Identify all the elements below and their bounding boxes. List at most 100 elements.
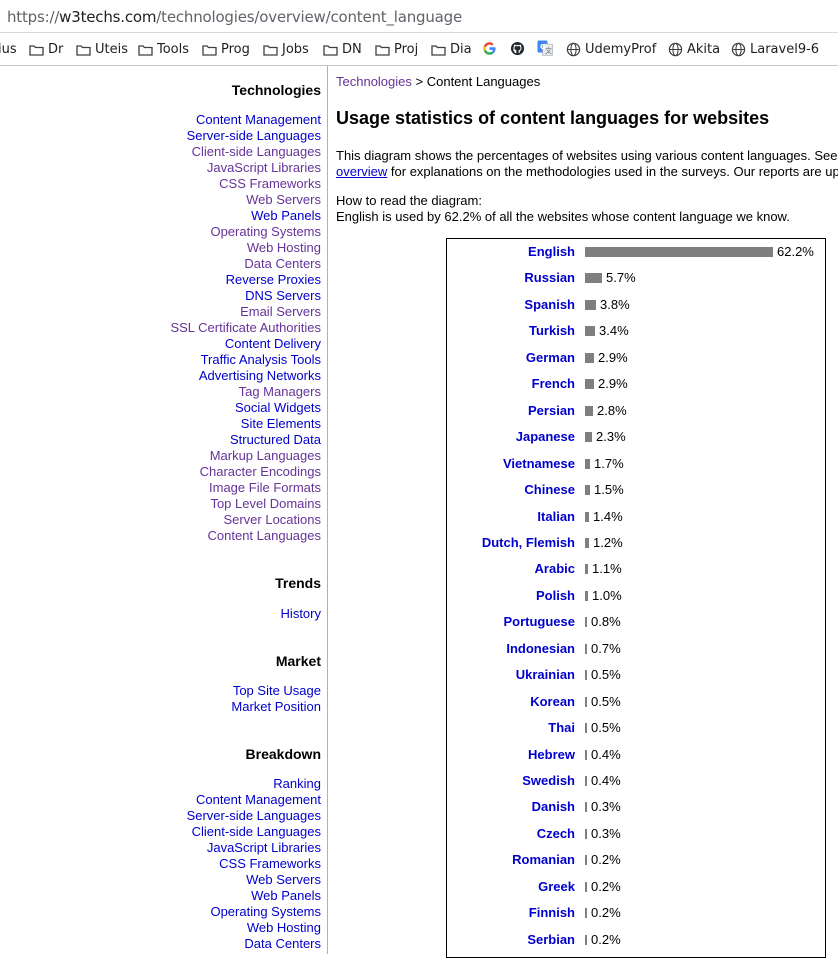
nav-link-web-panels[interactable]: Web Panels (251, 208, 321, 223)
google-translate-icon: G 文 (537, 40, 553, 56)
nav-link-top-level-domains[interactable]: Top Level Domains (210, 496, 321, 511)
bookmark-folder-jobs[interactable]: Jobs (263, 42, 309, 57)
nav-link-web-hosting[interactable]: Web Hosting (246, 240, 321, 255)
bookmark-udemyprof[interactable]: UdemyProf (566, 42, 656, 57)
nav-link-tag-managers[interactable]: Tag Managers (238, 384, 321, 399)
chart-category-label[interactable]: Dutch, Flemish (481, 534, 575, 550)
nav-link-ssl-certificate-authorities[interactable]: SSL Certificate Authorities (170, 320, 321, 335)
chart-category-label[interactable]: German (525, 349, 575, 365)
chart-category-label[interactable]: Russian (524, 270, 575, 286)
chart-category-label[interactable]: Turkish (529, 323, 575, 339)
chart-category-label[interactable]: Spanish (524, 296, 575, 312)
nav-link-social-widgets[interactable]: Social Widgets (235, 400, 321, 415)
nav-link-breakdown-javascript-libraries[interactable]: JavaScript Libraries (206, 840, 321, 855)
nav-link-advertising-networks[interactable]: Advertising Networks (198, 368, 321, 383)
nav-link-web-servers[interactable]: Web Servers (246, 192, 321, 207)
nav-link-market-top-site-usage[interactable]: Top Site Usage (232, 683, 321, 698)
bookmark-google[interactable] (482, 41, 501, 56)
bookmark-folder-dia[interactable]: Dia (431, 42, 472, 57)
nav-link-site-elements[interactable]: Site Elements (240, 416, 321, 431)
chart-category-label[interactable]: Chinese (524, 482, 575, 498)
bookmark-folder-uteis[interactable]: Uteis (76, 42, 128, 57)
nav-link-breakdown-client-side-languages[interactable]: Client-side Languages (191, 824, 321, 839)
chart-category-label[interactable]: Vietnamese (502, 455, 575, 471)
bookmark-folder-prog[interactable]: Prog (202, 42, 250, 57)
bookmark-label: Akita (687, 42, 721, 57)
nav-link-data-centers[interactable]: Data Centers (244, 256, 321, 271)
nav-link-server-locations[interactable]: Server Locations (223, 512, 321, 527)
nav-link-breakdown-operating-systems[interactable]: Operating Systems (210, 904, 321, 919)
nav-link-image-file-formats[interactable]: Image File Formats (209, 480, 321, 495)
chart-category-label[interactable]: Romanian (512, 852, 575, 868)
nav-link-breakdown-web-hosting[interactable]: Web Hosting (246, 920, 321, 935)
chart-category-label[interactable]: Danish (531, 799, 575, 815)
chart-category-label[interactable]: Finnish (528, 905, 575, 921)
chart-category-label[interactable]: Czech (536, 825, 575, 841)
breadcrumb-technologies-link[interactable]: Technologies (336, 74, 412, 89)
nav-link-breakdown-css-frameworks[interactable]: CSS Frameworks (219, 856, 321, 871)
nav-link-structured-data[interactable]: Structured Data (229, 432, 321, 447)
chart-category-label[interactable]: Persian (528, 402, 575, 418)
nav-link-content-delivery[interactable]: Content Delivery (224, 336, 321, 351)
bookmark-translate[interactable]: G 文 (537, 40, 557, 56)
bookmark-github[interactable] (510, 41, 529, 56)
chart-category-label[interactable]: Swedish (522, 773, 575, 788)
chart-category-label[interactable]: Portuguese (503, 614, 575, 630)
chart-category-label[interactable]: Thai (548, 720, 575, 736)
nav-link-breakdown-data-centers[interactable]: Data Centers (244, 936, 321, 951)
chart-category-label[interactable]: Greek (538, 878, 575, 894)
overview-link[interactable]: overview (336, 164, 388, 179)
nav-link-client-side-languages[interactable]: Client-side Languages (191, 144, 321, 159)
chart-category-label[interactable]: Ukrainian (515, 667, 575, 683)
chart-category-label[interactable]: Japanese (515, 429, 575, 445)
bookmark-ius[interactable]: ius (0, 42, 17, 57)
chart-value-label: 2.9% (598, 376, 628, 392)
nav-link-breakdown-server-side-languages[interactable]: Server-side Languages (186, 808, 321, 823)
address-bar[interactable]: https://w3techs.com/technologies/overvie… (0, 0, 838, 33)
nav-link-markup-languages[interactable]: Markup Languages (209, 448, 321, 463)
nav-link-email-servers[interactable]: Email Servers (240, 304, 321, 319)
nav-link-market-market-position[interactable]: Market Position (231, 699, 321, 714)
nav-link-javascript-libraries[interactable]: JavaScript Libraries (206, 160, 321, 175)
bookmark-folder-proj[interactable]: Proj (375, 42, 418, 57)
chart-value-label: 0.5% (591, 667, 621, 683)
chart-category-label[interactable]: Indonesian (506, 640, 575, 656)
chart-category-label[interactable]: English (528, 244, 575, 259)
nav-link-breakdown-content-management[interactable]: Content Management (195, 792, 321, 807)
chart-value-label: 2.8% (597, 402, 627, 418)
chart-category-label[interactable]: Serbian (527, 931, 575, 947)
nav-link-breakdown-web-panels[interactable]: Web Panels (251, 888, 321, 903)
bookmark-label: Tools (157, 42, 190, 57)
url-path: /technologies/overview/content_language (156, 8, 463, 26)
nav-link-traffic-analysis-tools[interactable]: Traffic Analysis Tools (200, 352, 321, 367)
bookmark-folder-tools[interactable]: Tools (138, 42, 189, 57)
chart-category-label[interactable]: French (531, 376, 575, 392)
nav-link-css-frameworks[interactable]: CSS Frameworks (219, 176, 321, 191)
nav-link-character-encodings[interactable]: Character Encodings (199, 464, 321, 479)
chart-category-label[interactable]: Polish (535, 587, 575, 603)
nav-link-reverse-proxies[interactable]: Reverse Proxies (225, 272, 321, 287)
bookmark-laravel[interactable]: Laravel9-6 (731, 42, 819, 57)
chart-category-label[interactable]: Italian (537, 508, 575, 524)
chart-bar (585, 908, 587, 919)
bookmark-folder-dr[interactable]: Dr (29, 42, 63, 57)
nav-link-trends-history[interactable]: History (280, 606, 321, 621)
chart-bar (585, 670, 587, 681)
nav-link-breakdown-web-servers[interactable]: Web Servers (246, 872, 321, 887)
nav-link-server-side-languages[interactable]: Server-side Languages (186, 128, 321, 143)
chart-row-ukrainian: Ukrainian 0.5% (447, 665, 825, 685)
url-text[interactable]: https://w3techs.com/technologies/overvie… (7, 8, 462, 26)
bookmark-akita[interactable]: Akita (668, 42, 720, 57)
nav-link-operating-systems[interactable]: Operating Systems (210, 224, 321, 239)
chart-category-label[interactable]: Korean (530, 693, 575, 709)
nav-link-content-languages[interactable]: Content Languages (207, 528, 321, 543)
nav-link-dns-servers[interactable]: DNS Servers (245, 288, 321, 303)
chart-row-arabic: Arabic 1.1% (447, 559, 825, 579)
chart-row-korean: Korean 0.5% (447, 692, 825, 712)
chart-row-chinese: Chinese 1.5% (447, 480, 825, 500)
chart-category-label[interactable]: Arabic (534, 561, 575, 577)
nav-link-breakdown-ranking[interactable]: Ranking (273, 776, 321, 791)
nav-link-content-management[interactable]: Content Management (195, 112, 321, 127)
chart-category-label[interactable]: Hebrew (528, 746, 575, 762)
bookmark-folder-dn[interactable]: DN (323, 42, 362, 57)
